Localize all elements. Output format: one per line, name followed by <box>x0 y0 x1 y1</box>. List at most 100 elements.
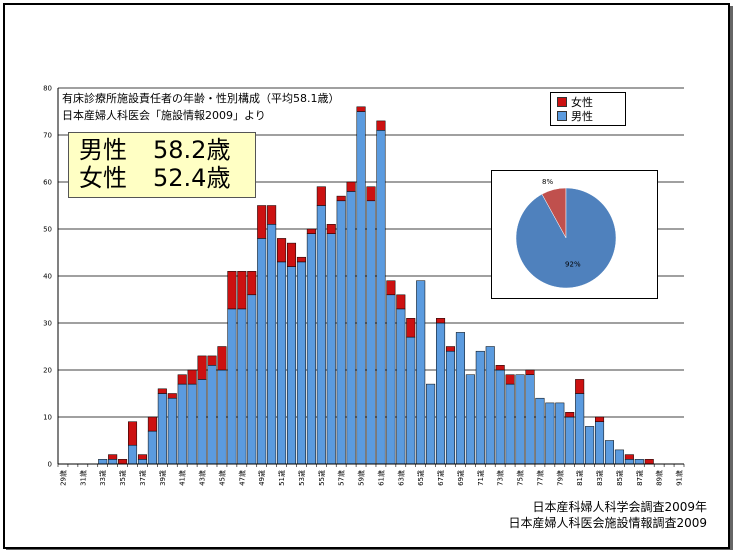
bar-female <box>326 224 336 234</box>
bar-male <box>237 308 247 465</box>
bar-male <box>197 379 207 465</box>
bar-male <box>585 426 595 465</box>
x-tick-label: 81歳 <box>575 470 584 486</box>
x-tick-label: 33歳 <box>98 470 107 486</box>
bar-male <box>137 459 147 465</box>
bar-male <box>326 233 336 465</box>
x-tick-label: 43歳 <box>198 470 207 486</box>
bar-male <box>316 205 326 465</box>
bar-male <box>445 350 456 465</box>
legend-label-male: 男性 <box>571 110 593 123</box>
x-tick-label: 57歳 <box>337 470 346 486</box>
bars <box>98 106 654 465</box>
bar-female <box>356 106 366 112</box>
bar-female <box>346 181 356 192</box>
bar-male <box>595 421 605 465</box>
bar-male <box>306 233 316 465</box>
bar-male <box>108 459 118 465</box>
bar-female <box>128 421 138 446</box>
bar-male <box>426 383 436 465</box>
bar-male <box>505 383 515 465</box>
x-tick-label: 39歳 <box>158 470 167 486</box>
bar-male <box>277 261 287 465</box>
x-tick-label: 55歳 <box>317 470 326 486</box>
y-tick-label: 60 <box>43 179 52 187</box>
x-tick-label: 69歳 <box>456 470 465 486</box>
bar-female <box>396 294 406 310</box>
bar-female <box>366 186 376 202</box>
bar-male <box>356 111 366 465</box>
bar-male <box>346 191 356 465</box>
bar-male <box>485 346 495 465</box>
bar-female <box>505 374 515 385</box>
x-tick-label: 63歳 <box>396 470 405 486</box>
x-tick-label: 71歳 <box>476 470 485 486</box>
bar-female <box>137 454 147 460</box>
x-tick-label: 87歳 <box>635 470 644 486</box>
bar-male <box>167 397 177 465</box>
bar-male <box>147 430 157 465</box>
gender-pie-chart: 8% 92% <box>515 178 617 289</box>
bar-female <box>118 459 128 465</box>
bar-male <box>247 294 257 465</box>
bar-female <box>624 454 634 460</box>
bar-male <box>535 397 545 465</box>
x-tick-label: 59歳 <box>357 470 366 486</box>
male-average-label: 男性 <box>79 136 127 164</box>
bar-male <box>614 449 624 465</box>
bar-male <box>455 332 465 465</box>
bar-male <box>336 200 346 465</box>
bar-female <box>267 205 277 225</box>
x-tick-label: 77歳 <box>535 470 544 486</box>
bar-male <box>187 383 197 465</box>
bar-male <box>157 393 167 465</box>
bar-male <box>267 224 277 465</box>
bar-male <box>475 350 485 465</box>
male-average-row: 男性 58.2歳 <box>79 136 245 164</box>
y-tick-label: 70 <box>43 132 52 140</box>
bar-male <box>624 459 634 465</box>
bar-male <box>177 383 187 465</box>
x-tick-label: 47歳 <box>237 470 246 486</box>
bar-female <box>177 374 187 385</box>
bar-male <box>545 402 555 465</box>
x-tick-label: 91歳 <box>675 470 684 486</box>
legend-swatch-female <box>557 97 567 107</box>
bar-female <box>436 318 446 324</box>
male-average-value: 58.2歳 <box>153 136 231 164</box>
x-tick-label: 61歳 <box>376 470 385 486</box>
legend-swatch-male <box>557 111 567 121</box>
bar-female <box>157 388 167 394</box>
x-tick-label: 49歳 <box>257 470 266 486</box>
source-line-2: 日本産婦人科医会施設情報調査2009 <box>508 516 707 530</box>
y-tick-label: 0 <box>48 461 52 469</box>
bar-female <box>386 280 396 296</box>
bar-male <box>257 238 267 465</box>
bar-female <box>237 271 247 310</box>
bar-female <box>306 228 316 234</box>
bar-female <box>227 271 237 310</box>
bar-female <box>167 393 177 399</box>
x-tick-label: 79歳 <box>555 470 564 486</box>
x-tick-label: 29歳 <box>58 470 67 486</box>
bar-male <box>406 336 416 465</box>
bar-male <box>575 393 585 465</box>
bar-female <box>575 379 585 394</box>
bar-female <box>296 256 306 263</box>
bar-female <box>565 412 575 418</box>
bar-female <box>286 242 297 267</box>
bar-male <box>515 374 525 465</box>
bar-male <box>465 374 475 465</box>
y-tick-label: 80 <box>43 85 52 93</box>
bar-female <box>445 346 456 352</box>
bar-female <box>336 195 346 202</box>
chart-title-line-1: 有床診療所施設責任者の年齢・性別構成（平均58.1歳） <box>62 91 340 105</box>
legend-item-male: 男性 <box>557 109 619 123</box>
bar-male <box>565 416 575 465</box>
bar-male <box>376 130 386 465</box>
x-tick-label: 45歳 <box>217 470 226 486</box>
x-tick-label: 35歳 <box>118 470 127 486</box>
bar-male <box>604 440 614 465</box>
bar-female <box>406 318 416 338</box>
